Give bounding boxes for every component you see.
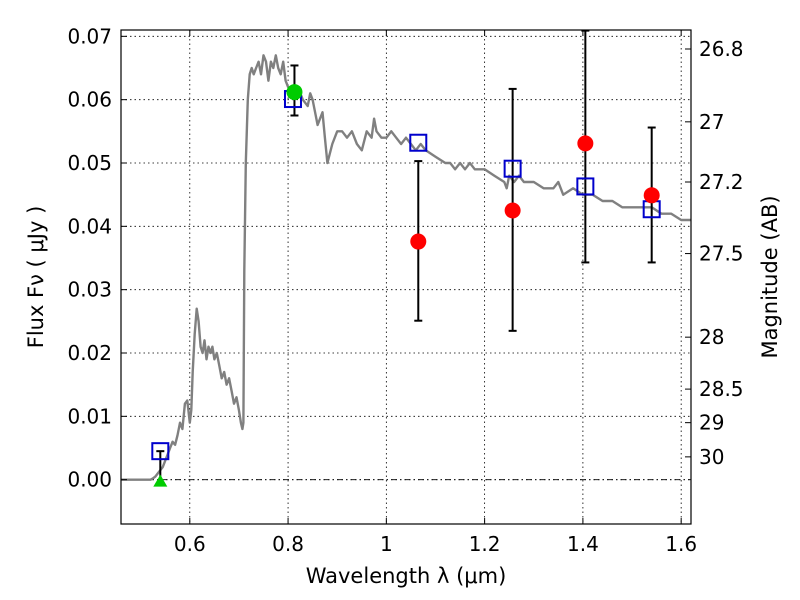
right-axis-label: Magnitude (AB) (758, 195, 782, 358)
right-tick-label: 30 (699, 445, 724, 469)
model-band-square (151, 442, 170, 461)
y-tick-label: 0.07 (67, 24, 112, 48)
observed-flux-point (643, 187, 660, 204)
observed-flux-point (577, 135, 594, 152)
right-tick-label: 27.2 (699, 170, 744, 194)
y-axis-label: Flux Fν ( μJy ) (24, 206, 48, 349)
model-band-square (503, 159, 522, 178)
x-tick-label: 0.8 (272, 532, 304, 556)
plot-frame (120, 29, 692, 525)
y-tick-label: 0.00 (67, 468, 112, 492)
observed-flux-point (504, 202, 521, 219)
grid (121, 30, 691, 524)
observed-flux-point (410, 233, 427, 250)
right-tick-label: 28 (699, 325, 724, 349)
model-band-square (409, 133, 428, 152)
y-tick-label: 0.06 (67, 88, 112, 112)
x-tick-label: 0.6 (174, 532, 206, 556)
axis-ticks: 0.6 0.8 1 1.2 1.4 1.6 0.00 0.01 0.02 0.03 0.04 0.05… (67, 24, 743, 556)
y-tick-label: 0.04 (67, 214, 112, 238)
x-tick-label: 1.4 (567, 532, 599, 556)
x-tick-label: 1 (380, 532, 393, 556)
right-tick-label: 27.5 (699, 242, 744, 266)
right-tick-label: 29 (699, 411, 724, 435)
right-tick-label: 27 (699, 110, 724, 134)
right-tick-label: 26.8 (699, 37, 744, 61)
x-tick-label: 1.6 (665, 532, 697, 556)
y-tick-label: 0.02 (67, 341, 112, 365)
observed-flux-point (286, 84, 303, 101)
y-tick-label: 0.01 (67, 404, 112, 428)
x-axis-label: Wavelength λ (μm) (306, 564, 507, 588)
x-tick-label: 1.2 (469, 532, 501, 556)
y-tick-label: 0.05 (67, 151, 112, 175)
right-tick-label: 28.5 (699, 377, 744, 401)
upper-limit-triangle (153, 474, 168, 487)
y-tick-label: 0.03 (67, 278, 112, 302)
model-band-square (576, 177, 595, 196)
data-marks (151, 29, 661, 487)
